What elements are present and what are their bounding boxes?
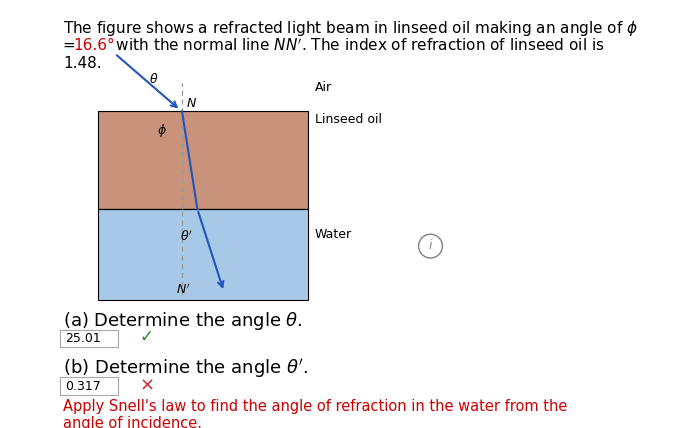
Text: $N$: $N$ <box>186 98 197 110</box>
Text: 1.48.: 1.48. <box>63 56 102 71</box>
Text: Linseed oil: Linseed oil <box>315 113 382 126</box>
Text: with the normal line $NN'$. The index of refraction of linseed oil is: with the normal line $NN'$. The index of… <box>111 38 604 54</box>
Text: =: = <box>63 38 80 53</box>
Text: Water: Water <box>315 229 352 241</box>
Text: $N'$: $N'$ <box>176 283 191 297</box>
Text: $\theta'$: $\theta'$ <box>181 230 193 244</box>
Text: Apply Snell's law to find the angle of refraction in the water from the
angle of: Apply Snell's law to find the angle of r… <box>63 399 568 428</box>
Text: ×: × <box>140 376 155 394</box>
Text: $\phi$: $\phi$ <box>158 122 167 139</box>
Bar <box>98 209 308 300</box>
Text: ✓: ✓ <box>140 328 154 346</box>
Bar <box>98 111 308 209</box>
Text: 0.317: 0.317 <box>65 380 101 392</box>
Text: 25.01: 25.01 <box>65 332 101 345</box>
Text: $\theta$: $\theta$ <box>148 72 158 86</box>
Text: Air: Air <box>315 81 332 94</box>
Text: (a) Determine the angle $\theta$.: (a) Determine the angle $\theta$. <box>63 310 302 332</box>
Text: The figure shows a refracted light beam in linseed oil making an angle of $\phi$: The figure shows a refracted light beam … <box>63 19 638 38</box>
Text: 16.6°: 16.6° <box>74 38 116 53</box>
Text: i: i <box>428 239 433 252</box>
Text: (b) Determine the angle $\theta'$.: (b) Determine the angle $\theta'$. <box>63 357 309 380</box>
